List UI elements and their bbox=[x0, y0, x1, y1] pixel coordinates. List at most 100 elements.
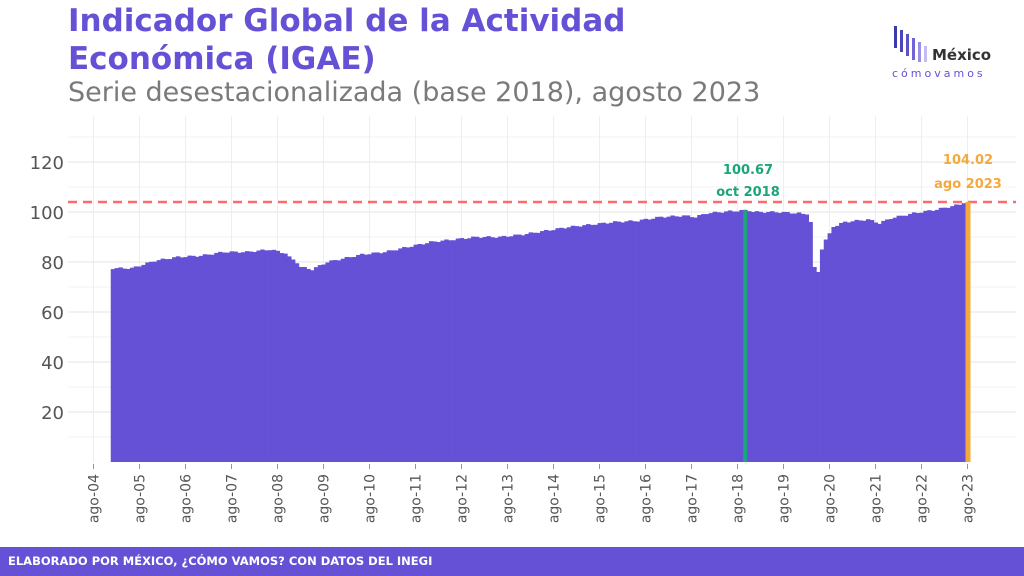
bar bbox=[528, 232, 534, 462]
bar bbox=[402, 247, 407, 462]
bar bbox=[474, 236, 480, 462]
bar bbox=[555, 228, 560, 462]
bar bbox=[317, 265, 323, 462]
bar bbox=[444, 239, 449, 462]
bar bbox=[804, 214, 810, 462]
bar bbox=[451, 240, 457, 462]
bar bbox=[927, 210, 932, 462]
bar bbox=[145, 262, 150, 462]
x-tick-label: ago-04 bbox=[87, 474, 103, 523]
bar bbox=[708, 213, 714, 462]
x-tick-label: ago-19 bbox=[777, 474, 793, 523]
bar bbox=[164, 259, 169, 462]
bar bbox=[524, 234, 530, 462]
x-tick-label: ago-10 bbox=[363, 474, 379, 523]
bar bbox=[471, 236, 476, 462]
bar bbox=[133, 266, 139, 462]
bar bbox=[191, 255, 196, 462]
bar bbox=[835, 225, 840, 462]
peak-value-label: 100.67 bbox=[723, 163, 773, 178]
bar bbox=[371, 252, 376, 462]
bar bbox=[279, 253, 284, 462]
bar bbox=[509, 236, 514, 462]
bar bbox=[221, 252, 227, 462]
bar bbox=[781, 211, 787, 462]
bar bbox=[513, 234, 518, 462]
bar bbox=[313, 267, 319, 462]
bar bbox=[264, 250, 269, 462]
bar bbox=[486, 236, 491, 462]
bar bbox=[938, 207, 944, 462]
bar bbox=[482, 236, 488, 462]
bar bbox=[643, 218, 649, 462]
bar bbox=[218, 251, 223, 462]
bar bbox=[459, 238, 465, 462]
bar bbox=[724, 211, 729, 462]
bar bbox=[501, 235, 507, 462]
peak-bar-marker bbox=[743, 210, 748, 462]
bar bbox=[325, 262, 330, 462]
bar bbox=[701, 214, 706, 462]
bar bbox=[628, 220, 633, 462]
bar bbox=[704, 214, 710, 462]
bar bbox=[931, 210, 936, 462]
chart-annotations: 100.67 oct 2018 104.02 ago 2023 bbox=[716, 153, 1002, 200]
bar bbox=[379, 253, 384, 462]
bar bbox=[900, 215, 905, 462]
bar bbox=[896, 215, 902, 462]
bar bbox=[375, 252, 380, 462]
bar bbox=[586, 224, 591, 462]
x-tick-label: ago-14 bbox=[547, 474, 563, 523]
bar bbox=[413, 244, 419, 462]
bar bbox=[248, 251, 254, 462]
bar bbox=[670, 215, 675, 462]
bar bbox=[589, 224, 595, 462]
bar bbox=[260, 249, 265, 462]
bar bbox=[152, 261, 158, 462]
bar bbox=[693, 217, 698, 462]
y-tick-label: 60 bbox=[41, 303, 64, 324]
bar bbox=[923, 210, 928, 462]
bar bbox=[536, 232, 541, 462]
bar bbox=[195, 256, 200, 462]
bar bbox=[892, 217, 898, 462]
bar bbox=[390, 250, 396, 462]
latest-bar-marker bbox=[965, 201, 971, 462]
bar bbox=[344, 256, 350, 462]
bar bbox=[873, 222, 879, 462]
chart-title: Indicador Global de la Actividad Económi… bbox=[68, 3, 626, 77]
bar bbox=[662, 217, 668, 462]
x-tick-label: ago-17 bbox=[685, 474, 701, 523]
x-tick-label: ago-18 bbox=[731, 474, 747, 523]
bar bbox=[839, 222, 844, 462]
bar bbox=[505, 236, 511, 462]
bar bbox=[367, 254, 373, 462]
x-tick-label: ago-07 bbox=[225, 474, 241, 523]
x-tick-label: ago-11 bbox=[409, 474, 425, 523]
bar bbox=[865, 219, 871, 462]
bar bbox=[298, 267, 304, 462]
bar bbox=[122, 268, 127, 462]
bar bbox=[850, 221, 856, 462]
bar bbox=[275, 250, 281, 462]
bar bbox=[409, 246, 415, 462]
bar bbox=[647, 219, 652, 462]
bar bbox=[386, 250, 392, 462]
bar bbox=[777, 212, 783, 462]
peak-date-label: oct 2018 bbox=[716, 185, 780, 200]
bar bbox=[333, 260, 338, 462]
bar bbox=[436, 242, 442, 462]
bar bbox=[225, 252, 231, 462]
x-tick-label: ago-12 bbox=[455, 474, 471, 523]
bar bbox=[731, 211, 737, 462]
bar bbox=[206, 254, 212, 462]
bar bbox=[666, 216, 672, 462]
bar bbox=[854, 219, 859, 462]
bar bbox=[942, 207, 948, 462]
bar bbox=[655, 216, 660, 462]
mexico-como-vamos-logo: México cómovamos bbox=[890, 22, 1010, 86]
bar bbox=[846, 222, 852, 462]
bar bbox=[543, 229, 549, 462]
bar bbox=[635, 221, 641, 462]
